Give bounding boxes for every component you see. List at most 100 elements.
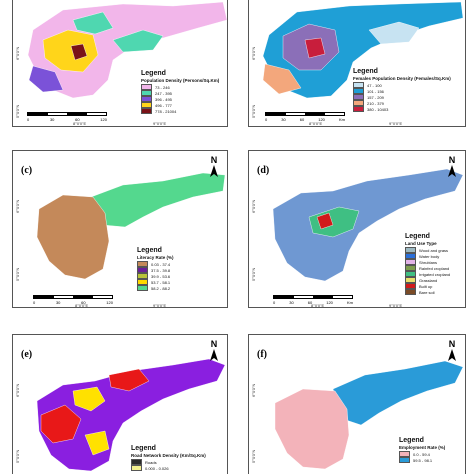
map-panel-literacy-rate: (c) N Legend Literacy Rate (%) 0.03 - 37… bbox=[12, 150, 228, 308]
north-arrow: N bbox=[207, 155, 221, 177]
legend-rows: 47 - 100 101 - 156 157 - 209 210 - 379 380 -… bbox=[353, 82, 451, 113]
legend-swatch bbox=[399, 457, 410, 464]
legend-item: Roads bbox=[131, 459, 206, 466]
region-orange bbox=[262, 63, 302, 95]
north-arrow: N bbox=[207, 339, 221, 361]
legend-subtitle: Road Network Density (Km/Sq.Km) bbox=[131, 453, 206, 458]
scale-tick-label: 30 bbox=[289, 299, 294, 305]
legend-title: Legend bbox=[137, 247, 162, 254]
panel-label: (d) bbox=[257, 165, 270, 176]
legend-rows: 73 - 246 247 - 395 396 - 495 496 - 777 778 -… bbox=[141, 84, 219, 115]
scale-tick-label: 60 bbox=[299, 116, 305, 122]
map-panel-employment-rate: (f) N Legend Employment Rate (%) 0.0 - 5… bbox=[248, 334, 466, 474]
scale-tick-label: 120 bbox=[100, 116, 107, 122]
population-density-map bbox=[27, 1, 227, 99]
road-density-map bbox=[36, 358, 226, 472]
legend-title: Legend bbox=[131, 445, 156, 452]
longitude-label-2: 9°0'0"E bbox=[389, 303, 403, 308]
legend-subtitle: Employment Rate (%) bbox=[399, 445, 446, 450]
legend-swatch bbox=[137, 267, 148, 274]
latitude-label-1: 6°0'0"N bbox=[251, 383, 256, 397]
legend-swatch bbox=[405, 265, 416, 272]
legend-item: 157 - 209 bbox=[353, 94, 451, 101]
legend-swatch bbox=[137, 285, 148, 292]
legend-swatch bbox=[141, 102, 152, 109]
legend-swatch bbox=[405, 283, 416, 290]
legend-item: 0.000 - 0.026 bbox=[131, 465, 206, 472]
region-west bbox=[274, 388, 350, 470]
legend-item: 73 - 246 bbox=[141, 84, 219, 91]
legend-label: Wood and grass bbox=[419, 247, 449, 253]
latitude-label-1: 6°0'0"N bbox=[15, 199, 20, 213]
legend-item: 496 - 777 bbox=[141, 102, 219, 109]
scale-tick-label: 0 bbox=[273, 299, 276, 305]
scale-bar: 0 30 60 120 bbox=[27, 112, 107, 122]
region-east bbox=[332, 360, 464, 426]
legend-item: 47 - 100 bbox=[353, 82, 451, 89]
legend-label: 0.000 - 0.026 bbox=[145, 465, 169, 471]
legend-swatch bbox=[131, 465, 142, 472]
legend-swatch bbox=[353, 94, 364, 101]
scale-tick-label: 120 bbox=[106, 299, 113, 305]
legend-subtitle: Literacy Rate (%) bbox=[137, 255, 174, 260]
legend-rows: Roads 0.000 - 0.026 bbox=[131, 459, 206, 472]
legend-item: Built up bbox=[405, 283, 450, 290]
legend-rows: Wood and grass Water body Shrublans Rainfed… bbox=[405, 247, 450, 296]
legend-label: Shrublans bbox=[419, 259, 438, 265]
latitude-label-2: 5°0'0"N bbox=[251, 104, 256, 118]
legend-subtitle: Females Population Density (Females/Sq.K… bbox=[353, 76, 451, 81]
panel-label: (c) bbox=[21, 165, 33, 176]
map-panel-road-density: (e) N Legend Road Network Density (Km/Sq… bbox=[12, 334, 228, 474]
legend-label: Water body bbox=[419, 253, 440, 259]
region-high-density bbox=[42, 29, 99, 73]
legend-label: Built up bbox=[419, 283, 433, 289]
scale-tick-label: 30 bbox=[55, 299, 61, 305]
legend-label: 0.03 - 37.4 bbox=[151, 261, 171, 267]
legend-rows: 0.0 - 59.4 59.5 - 98.1 bbox=[399, 451, 445, 464]
legend-label: 47 - 100 bbox=[367, 82, 382, 88]
legend-label: Rainfed cropland bbox=[419, 265, 450, 271]
latitude-label-2: 5°0'0"N bbox=[15, 449, 20, 463]
legend-female-density: Legend Females Population Density (Femal… bbox=[353, 68, 451, 113]
scale-tick-label: 120 bbox=[318, 116, 325, 122]
legend-item: 101 - 156 bbox=[353, 88, 451, 95]
employment-rate-map bbox=[274, 360, 464, 470]
legend-swatch bbox=[399, 451, 410, 458]
scale-unit: Km bbox=[338, 116, 345, 122]
legend-item: Shrublans bbox=[405, 259, 450, 266]
legend-label: 101 - 156 bbox=[367, 88, 384, 94]
legend-label: Bare soil bbox=[419, 289, 435, 295]
scale-tick-label: 0 bbox=[33, 299, 36, 305]
female-density-map bbox=[262, 1, 464, 99]
legend-label: 73 - 246 bbox=[155, 84, 170, 90]
legend-swatch bbox=[353, 88, 364, 95]
legend-population-density: Legend Population Density (Persons/Sq.Km… bbox=[141, 70, 219, 115]
legend-road-density: Legend Road Network Density (Km/Sq.Km) R… bbox=[131, 445, 206, 472]
legend-literacy-rate: Legend Literacy Rate (%) 0.03 - 37.4 37.5… bbox=[137, 247, 174, 292]
longitude-label-1: 8°0'0"E bbox=[311, 303, 325, 308]
legend-swatch bbox=[141, 96, 152, 103]
legend-label: Grassland bbox=[419, 277, 438, 283]
legend-item: Wood and grass bbox=[405, 247, 450, 254]
scale-unit: Km bbox=[346, 299, 353, 305]
legend-swatch bbox=[405, 253, 416, 260]
land-use-green bbox=[308, 206, 360, 238]
legend-label: Roads bbox=[145, 459, 157, 465]
legend-label: 58.2 - 88.2 bbox=[151, 285, 171, 291]
legend-swatch bbox=[405, 271, 416, 278]
panel-label: (e) bbox=[21, 349, 33, 360]
legend-swatch bbox=[405, 277, 416, 284]
legend-item: Irrigated cropland bbox=[405, 271, 450, 278]
legend-label: 37.5 - 39.8 bbox=[151, 267, 171, 273]
legend-item: 53.7 - 58.1 bbox=[137, 279, 174, 286]
legend-item: 210 - 379 bbox=[353, 100, 451, 107]
north-arrow: N bbox=[445, 155, 459, 177]
map-panel-population-density: Legend Population Density (Persons/Sq.Km… bbox=[12, 0, 228, 127]
longitude-label-1: 8°0'0"E bbox=[309, 121, 323, 126]
scale-tick-label: 30 bbox=[281, 116, 286, 122]
legend-item: 0.0 - 59.4 bbox=[399, 451, 445, 458]
legend-label: 396 - 495 bbox=[155, 96, 172, 102]
legend-swatch bbox=[137, 261, 148, 268]
legend-item: Bare soil bbox=[405, 289, 450, 296]
region-red-2 bbox=[108, 368, 150, 392]
